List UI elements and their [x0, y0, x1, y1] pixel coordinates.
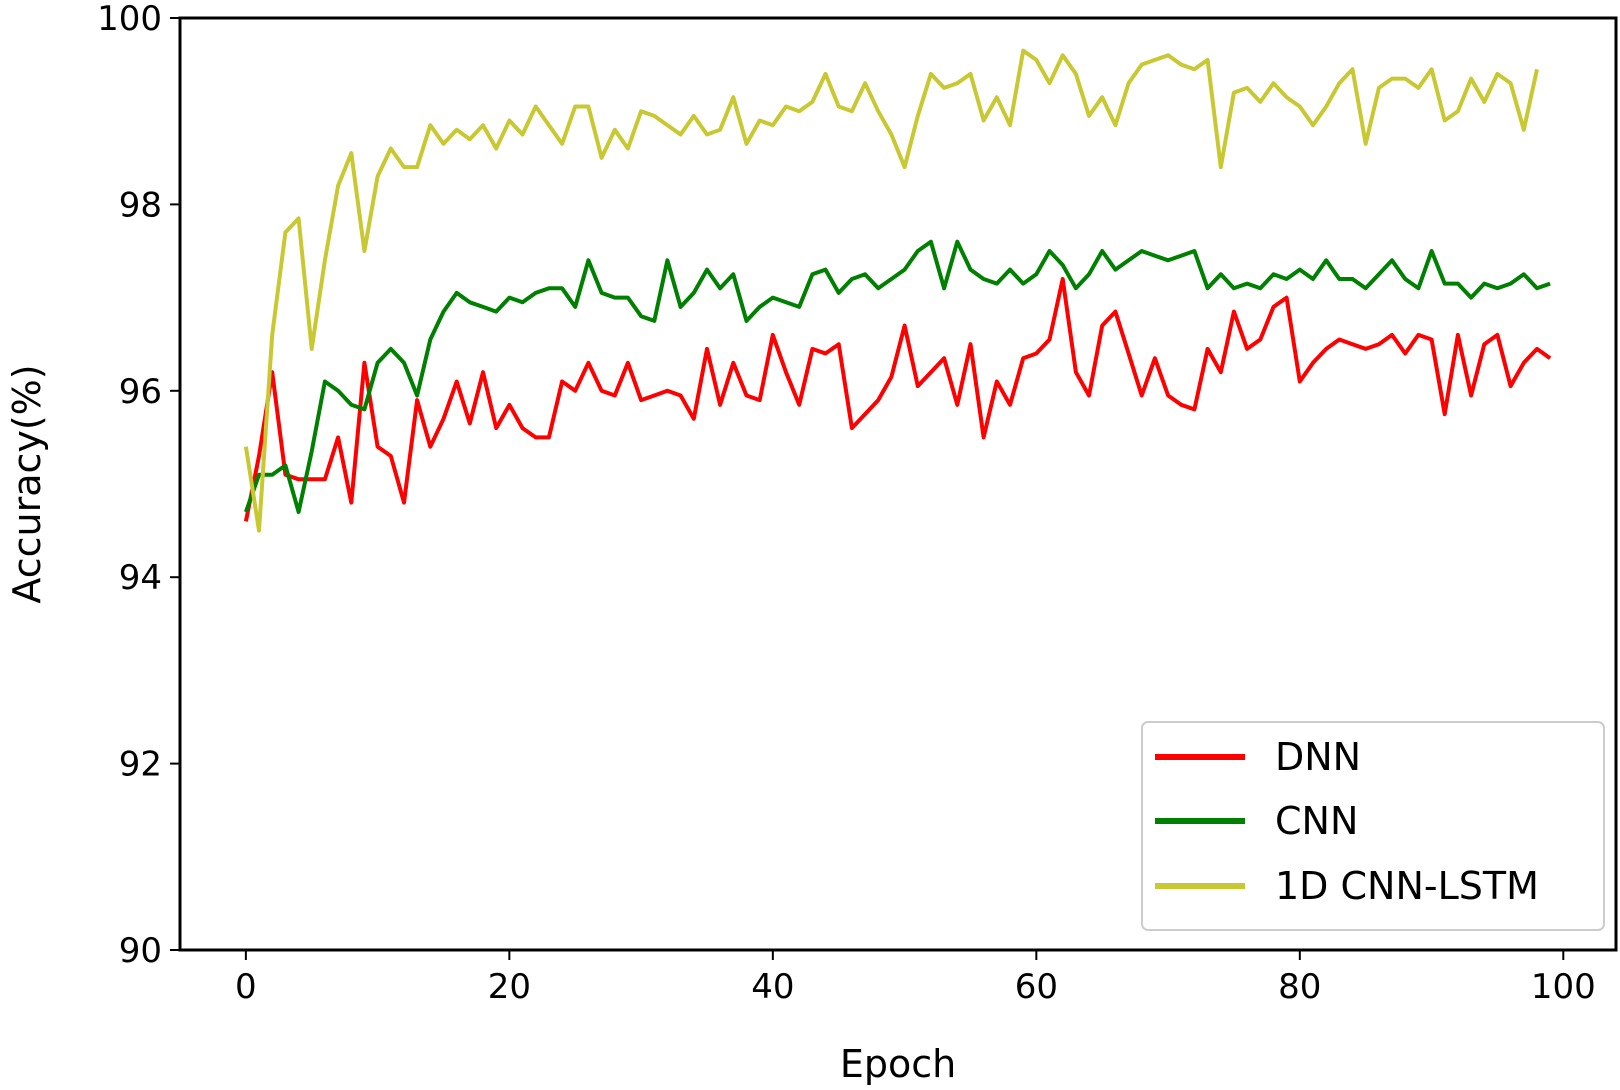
legend: DNN CNN 1D CNN-LSTM [1141, 721, 1605, 931]
x-tick-label: 40 [751, 967, 794, 1007]
y-tick-label: 90 [119, 931, 162, 971]
y-tick-label: 92 [119, 745, 162, 785]
x-axis-label: Epoch [840, 1042, 956, 1086]
x-tick-label: 20 [488, 967, 531, 1007]
series-layer [243, 48, 1552, 533]
series-line-1d-cnn-lstm [243, 48, 1539, 533]
y-tick-label: 100 [97, 0, 162, 39]
legend-box [1141, 721, 1605, 931]
y-tick-label: 98 [119, 185, 162, 225]
axis-ticks: 0 20 40 60 80 100 90 92 94 96 98 100 [97, 0, 1596, 1007]
plot-frame [178, 16, 1618, 952]
x-tick-label: 80 [1278, 967, 1321, 1007]
x-tick-label: 0 [235, 967, 257, 1007]
legend-label-dnn: DNN [1275, 735, 1361, 779]
legend-label-cnn-lstm: 1D CNN-LSTM [1275, 864, 1539, 908]
y-axis-label: Accuracy(%) [5, 364, 49, 603]
y-tick-label: 96 [119, 372, 162, 412]
series-line-dnn [243, 277, 1552, 522]
y-tick-label: 94 [119, 558, 162, 598]
series-line-cnn [244, 239, 1551, 514]
legend-label-cnn: CNN [1275, 799, 1358, 843]
x-tick-label: 60 [1015, 967, 1058, 1007]
x-tick-label: 100 [1531, 967, 1596, 1007]
